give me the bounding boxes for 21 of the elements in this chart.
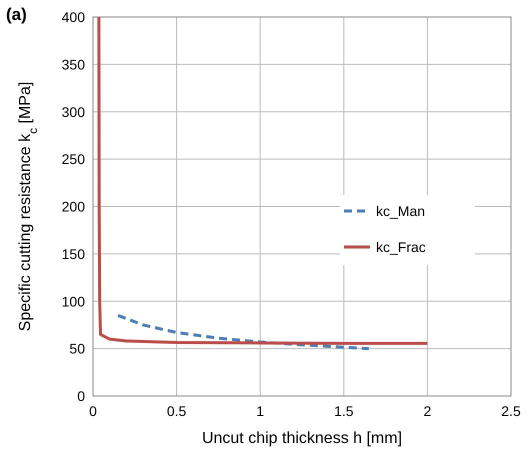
x-tick-label: 0 [89, 403, 98, 419]
y-tick-label: 100 [62, 293, 86, 310]
x-axis-title: Uncut chip thickness h [mm] [202, 430, 402, 447]
legend-label: kc_Man [376, 203, 426, 219]
legend-label: kc_Frac [376, 239, 426, 255]
x-tick-label: 2.5 [501, 403, 521, 419]
y-tick-label: 200 [62, 198, 86, 214]
chart-title: (a) [6, 5, 27, 24]
y-tick-label: 0 [77, 388, 86, 404]
x-tick-label: 0.5 [166, 403, 187, 419]
line-series [116, 314, 370, 350]
x-tick-label: 1 [256, 403, 264, 419]
y-tick-label: 400 [62, 9, 86, 25]
y-tick-label: 350 [62, 56, 86, 72]
y-tick-label: 150 [62, 246, 86, 262]
y-tick-label: 50 [69, 340, 86, 357]
y-tick-label: 300 [62, 104, 86, 120]
y-tick-label: 250 [62, 151, 86, 168]
x-tick-label: 2 [424, 403, 432, 419]
line-series [97, 16, 429, 345]
x-tick-label: 1.5 [334, 403, 354, 419]
